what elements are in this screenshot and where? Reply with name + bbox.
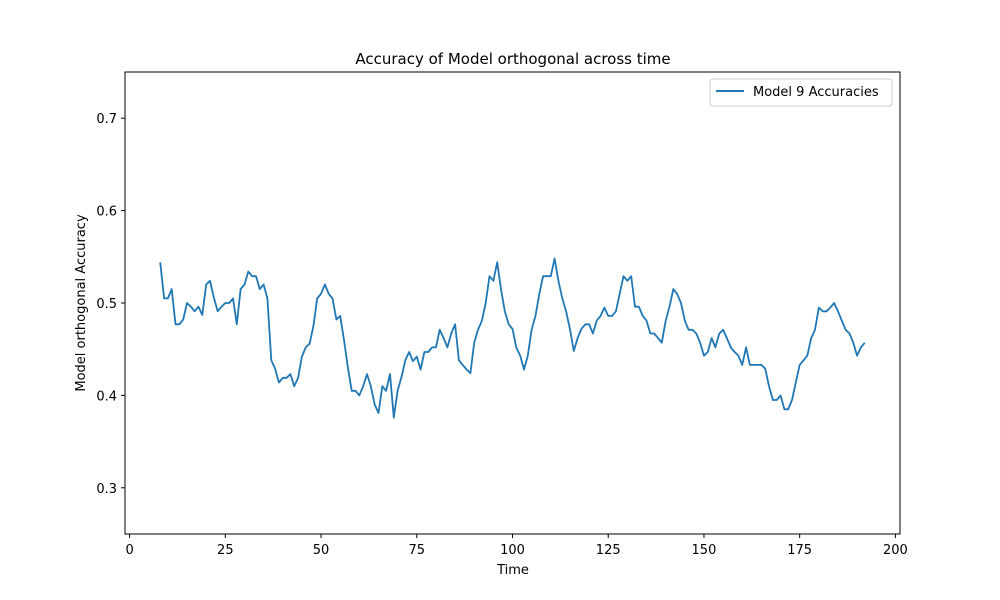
x-tick-label: 200 (883, 543, 908, 558)
series-layer (159, 257, 866, 419)
y-tick-label: 0.3 (96, 482, 117, 497)
legend-box (709, 78, 893, 107)
y-axis-ticks: 0.3 0.4 0.5 0.6 0.7 (96, 112, 125, 497)
x-tick-label: 125 (596, 543, 621, 558)
x-tick-label: 50 (313, 543, 330, 558)
x-tick-label: 25 (217, 543, 234, 558)
x-tick-label: 75 (409, 543, 426, 558)
x-tick-label: 0 (125, 543, 133, 558)
y-axis-label: Model orthogonal Accuracy (74, 214, 89, 392)
y-tick-label: 0.5 (96, 297, 117, 312)
legend-label: Model 9 Accuracies (753, 85, 879, 100)
x-tick-label: 150 (692, 543, 717, 558)
x-axis-label: Time (496, 563, 529, 578)
y-tick-label: 0.4 (96, 389, 117, 404)
y-tick-label: 0.7 (96, 112, 117, 127)
x-axis-ticks: 0 25 50 75 100 125 150 175 200 (125, 534, 908, 558)
series-line-0 (159, 257, 866, 419)
chart-title: Accuracy of Model orthogonal across time (355, 50, 670, 68)
x-tick-label: 175 (787, 543, 812, 558)
x-tick-label: 100 (500, 543, 525, 558)
legend: Model 9 Accuracies (709, 78, 893, 107)
y-tick-label: 0.6 (96, 205, 117, 220)
